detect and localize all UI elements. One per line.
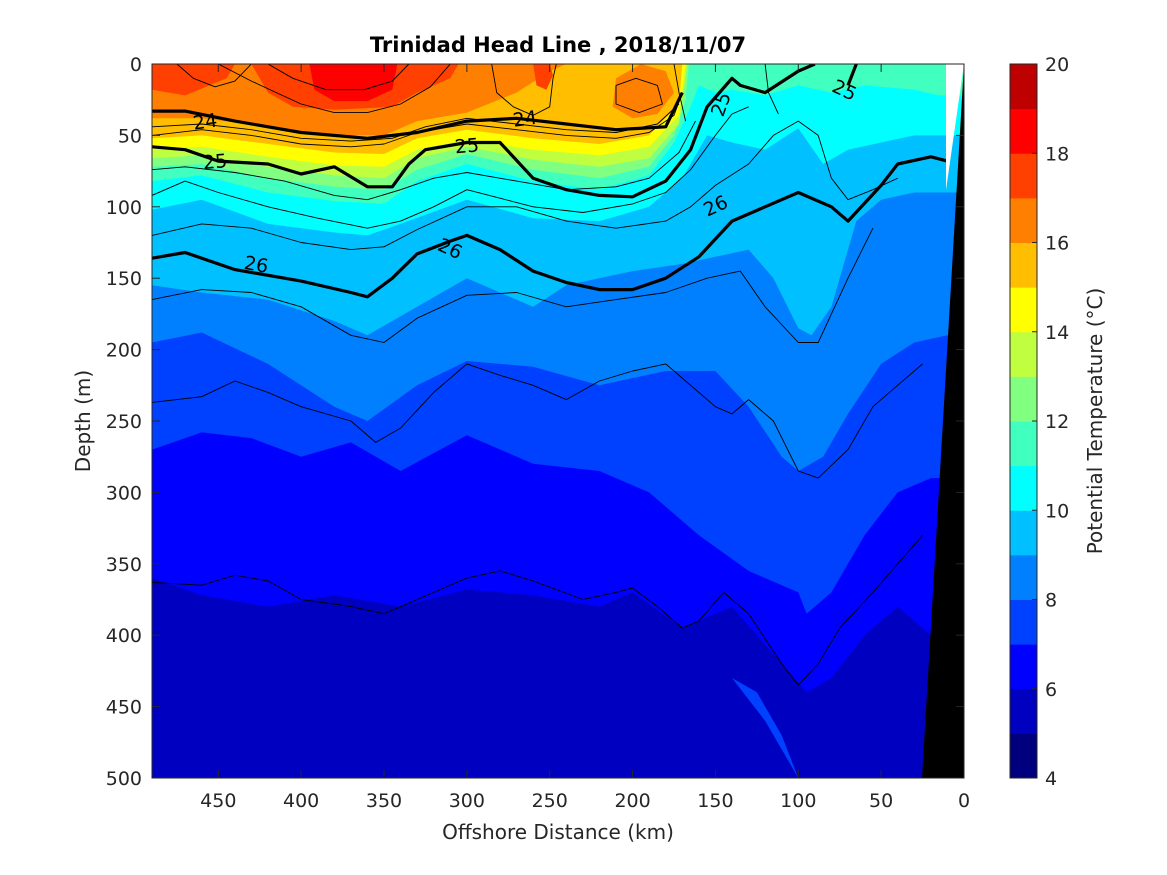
y-tick-label: 100 xyxy=(106,197,142,219)
isotherm-line xyxy=(152,103,680,142)
temp-band xyxy=(612,64,674,119)
colorbar-tick-label: 4 xyxy=(1045,768,1057,790)
colorbar-ticks: 4 6 8 10 12 14 16 18 20 xyxy=(1032,54,1069,790)
colorbar-tick-label: 8 xyxy=(1045,590,1057,612)
colorbar-segment xyxy=(1010,287,1037,333)
temp-band xyxy=(152,732,219,778)
y-tick-label: 400 xyxy=(106,625,142,647)
x-tick-label: 150 xyxy=(697,790,733,812)
contour-label-group: 24 xyxy=(192,110,219,135)
x-tick-label: 350 xyxy=(366,790,402,812)
y-tick-label: 350 xyxy=(106,554,142,576)
contour-label: 26 xyxy=(242,252,270,278)
colorbar-segment xyxy=(1010,510,1037,556)
x-axis-ticks: 450 400 350 300 250 200 150 100 50 0 xyxy=(200,64,970,812)
isotherm-line xyxy=(152,227,874,343)
thin-isotherm-lines xyxy=(152,64,923,686)
temp-band xyxy=(359,756,376,778)
colorbar-segment xyxy=(1010,64,1037,110)
contour-label: 25 xyxy=(454,134,480,158)
nodata-wedge xyxy=(946,64,964,190)
isotherm-line xyxy=(673,64,687,122)
colorbar-segment xyxy=(1010,197,1037,243)
colorbar-segment xyxy=(1010,465,1037,511)
isotherm-line xyxy=(152,534,923,686)
x-tick-label: 250 xyxy=(532,790,568,812)
temp-band xyxy=(152,64,235,96)
isotherm-line xyxy=(218,64,451,114)
temperature-bands xyxy=(152,64,964,778)
chart-title: Trinidad Head Line , 2018/11/07 xyxy=(370,33,746,57)
colorbar-tick-label: 18 xyxy=(1045,143,1069,165)
x-axis-label: Offshore Distance (km) xyxy=(442,820,674,844)
colorbar-segment xyxy=(1010,599,1037,645)
colorbar-tick-label: 16 xyxy=(1045,233,1069,255)
density-contours xyxy=(152,64,948,299)
colorbar-segment xyxy=(1010,108,1037,154)
y-tick-label: 450 xyxy=(106,697,142,719)
contour-label-group: 26 xyxy=(242,252,270,278)
colorbar-segment xyxy=(1010,331,1037,377)
isotherm-line xyxy=(152,120,696,201)
y-axis-ticks: 0 50 100 150 200 250 300 350 400 450 500 xyxy=(106,54,964,790)
y-tick-label: 500 xyxy=(106,768,142,790)
colorbar-tick-label: 12 xyxy=(1045,411,1069,433)
y-tick-label: 200 xyxy=(106,340,142,362)
colorbar-tick-label: 10 xyxy=(1045,500,1069,522)
density-contour-26 xyxy=(152,155,948,299)
colorbar-segment xyxy=(1010,733,1037,779)
x-tick-label: 0 xyxy=(958,790,970,812)
x-tick-label: 50 xyxy=(869,790,893,812)
x-tick-label: 450 xyxy=(200,790,236,812)
colorbar-segment xyxy=(1010,554,1037,600)
colorbar-segment xyxy=(1010,153,1037,199)
contour-label: 24 xyxy=(511,107,538,132)
y-axis-label: Depth (m) xyxy=(71,370,95,472)
isotherm-line xyxy=(267,64,410,91)
colorbar-segment xyxy=(1010,376,1037,422)
seafloor-bathymetry xyxy=(922,64,964,778)
x-tick-label: 400 xyxy=(283,790,319,812)
density-contour-25 xyxy=(152,64,816,199)
contour-label-group: 24 xyxy=(511,107,538,132)
y-tick-label: 50 xyxy=(118,125,142,147)
contour-label-group: 25 xyxy=(202,150,228,174)
y-tick-label: 150 xyxy=(106,268,142,290)
colorbar-label: Potential Temperature (°C) xyxy=(1083,288,1107,555)
isotherm-line xyxy=(176,64,252,88)
colorbar-segment xyxy=(1010,242,1037,288)
isotherm-line xyxy=(764,64,779,115)
density-contour-24 xyxy=(152,91,684,140)
contour-label-group: 25 xyxy=(454,134,480,158)
x-tick-label: 300 xyxy=(449,790,485,812)
temp-band xyxy=(533,64,553,90)
temp-band xyxy=(309,64,398,102)
y-tick-label: 250 xyxy=(106,411,142,433)
x-tick-label: 200 xyxy=(614,790,650,812)
y-tick-label: 300 xyxy=(106,482,142,504)
colorbar-tick-label: 6 xyxy=(1045,679,1057,701)
isotherm-line xyxy=(491,64,557,116)
isotherm-line xyxy=(152,363,923,479)
plot-area xyxy=(152,64,964,778)
colorbar-segment xyxy=(1010,421,1037,467)
colorbar-segment xyxy=(1010,688,1037,734)
contour-label: 25 xyxy=(202,150,228,174)
colorbar-tick-label: 20 xyxy=(1045,54,1069,76)
isotherm-line xyxy=(152,120,898,251)
isotherm-line xyxy=(152,106,749,229)
density-contour-25 xyxy=(846,64,858,86)
colorbar-segment xyxy=(1010,644,1037,690)
colorbar-tick-label: 14 xyxy=(1045,322,1069,344)
contour-label: 24 xyxy=(192,110,219,135)
colorbar xyxy=(1010,64,1037,779)
y-tick-label: 0 xyxy=(130,54,142,76)
x-tick-label: 100 xyxy=(780,790,816,812)
isotherm-line xyxy=(615,77,663,114)
